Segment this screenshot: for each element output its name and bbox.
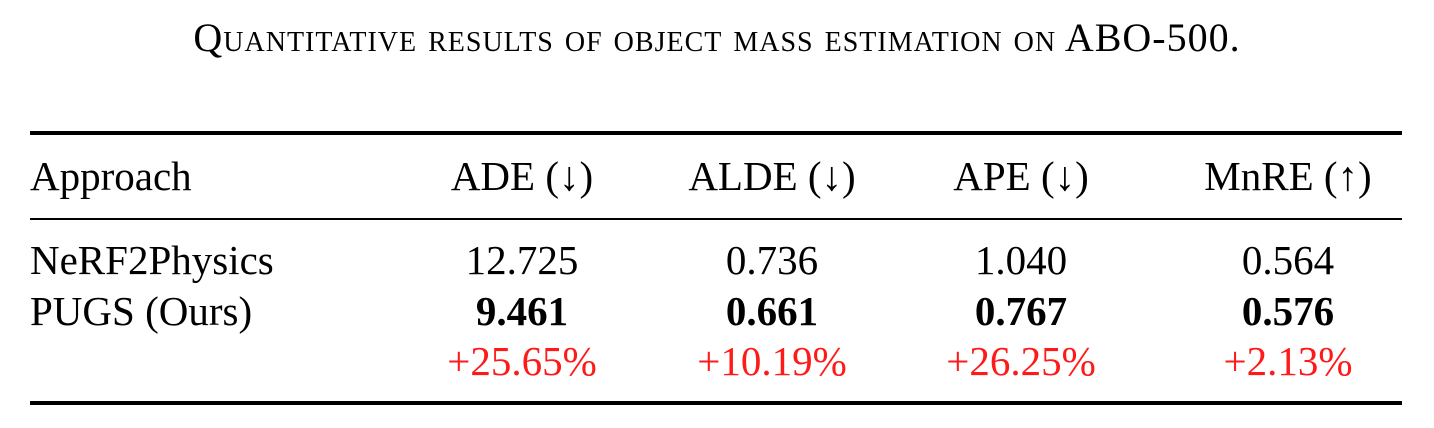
row-nerf2physics-ape: 1.040 — [974, 237, 1068, 283]
improvement-alde: +10.19% — [697, 338, 847, 384]
row-nerf2physics-approach: NeRF2Physics — [30, 237, 274, 283]
row-nerf2physics-mnre: 0.564 — [1241, 237, 1335, 283]
improvement-ape: +26.25% — [946, 338, 1096, 384]
row-pugs-alde: 0.661 — [725, 288, 819, 334]
row-nerf2physics-alde: 0.736 — [725, 237, 819, 283]
row-pugs-mnre: 0.576 — [1241, 288, 1335, 334]
row-nerf2physics-ade: 12.725 — [465, 237, 579, 283]
improvement-ade: +25.65% — [447, 338, 597, 384]
header-ape: APE (↓) — [953, 153, 1089, 199]
table-top-rule — [30, 131, 1402, 135]
table-bottom-rule — [30, 401, 1402, 405]
improvement-mnre: +2.13% — [1223, 338, 1353, 384]
table-mid-rule — [30, 218, 1402, 220]
header-mnre: MnRE (↑) — [1204, 153, 1372, 199]
row-pugs-ade: 9.461 — [475, 288, 569, 334]
header-approach: Approach — [30, 153, 192, 199]
header-alde: ALDE (↓) — [688, 153, 856, 199]
header-ade: ADE (↓) — [450, 153, 594, 199]
row-pugs-approach: PUGS (Ours) — [30, 288, 253, 334]
row-pugs-ape: 0.767 — [974, 288, 1068, 334]
table-caption: Quantitative results of object mass esti… — [193, 15, 1241, 60]
